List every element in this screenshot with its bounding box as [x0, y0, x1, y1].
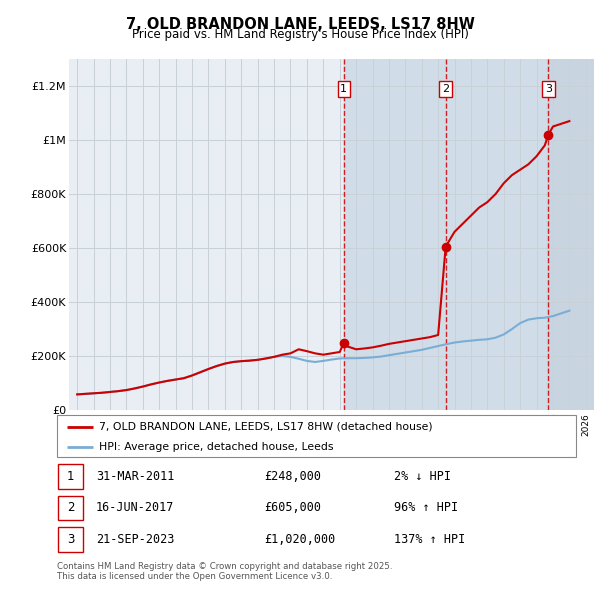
Text: 2: 2: [442, 84, 449, 94]
Text: 1: 1: [340, 84, 347, 94]
Text: 7, OLD BRANDON LANE, LEEDS, LS17 8HW (detached house): 7, OLD BRANDON LANE, LEEDS, LS17 8HW (de…: [98, 422, 432, 432]
Text: 21-SEP-2023: 21-SEP-2023: [96, 533, 175, 546]
Text: Price paid vs. HM Land Registry's House Price Index (HPI): Price paid vs. HM Land Registry's House …: [131, 28, 469, 41]
Bar: [344, 59, 446, 410]
Text: 3: 3: [67, 533, 74, 546]
Text: 96% ↑ HPI: 96% ↑ HPI: [394, 502, 458, 514]
Text: 7, OLD BRANDON LANE, LEEDS, LS17 8HW: 7, OLD BRANDON LANE, LEEDS, LS17 8HW: [125, 17, 475, 31]
Bar: [58, 496, 83, 520]
Text: £1,020,000: £1,020,000: [265, 533, 336, 546]
Text: £605,000: £605,000: [265, 502, 322, 514]
Bar: [548, 59, 594, 410]
Text: £248,000: £248,000: [265, 470, 322, 483]
Bar: [58, 527, 83, 552]
Text: 2% ↓ HPI: 2% ↓ HPI: [394, 470, 451, 483]
Text: 16-JUN-2017: 16-JUN-2017: [96, 502, 175, 514]
Text: Contains HM Land Registry data © Crown copyright and database right 2025.
This d: Contains HM Land Registry data © Crown c…: [57, 562, 392, 581]
Text: 31-MAR-2011: 31-MAR-2011: [96, 470, 175, 483]
Text: 2: 2: [67, 502, 74, 514]
Text: 1: 1: [67, 470, 74, 483]
Text: HPI: Average price, detached house, Leeds: HPI: Average price, detached house, Leed…: [98, 442, 333, 451]
Bar: [548, 59, 594, 410]
Bar: [58, 464, 83, 489]
Text: 3: 3: [545, 84, 552, 94]
Bar: [446, 59, 548, 410]
Text: 137% ↑ HPI: 137% ↑ HPI: [394, 533, 466, 546]
